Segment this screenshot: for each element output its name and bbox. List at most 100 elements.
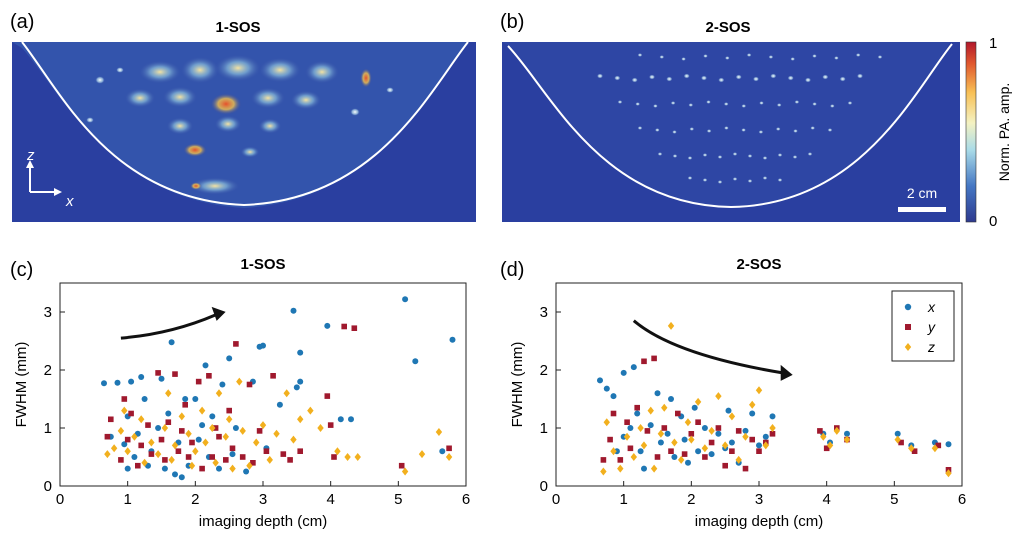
- point-target: [672, 130, 677, 134]
- point-target: [752, 76, 760, 82]
- x-tick-label: 2: [191, 491, 199, 508]
- data-point-x: [161, 465, 168, 472]
- data-point-x: [232, 425, 239, 431]
- point-target: [637, 53, 643, 57]
- point-target: [687, 176, 693, 180]
- point-targets: [596, 53, 883, 184]
- data-point-x: [708, 451, 715, 458]
- data-point-x: [637, 448, 644, 455]
- data-point-y: [695, 419, 701, 425]
- legend-label-x: x: [927, 299, 936, 315]
- point-target: [700, 75, 708, 81]
- data-point-x: [114, 379, 121, 386]
- x-tick-label: 1: [619, 491, 627, 508]
- data-point-x: [168, 339, 175, 346]
- data-point-x: [668, 396, 674, 402]
- data-point-y: [223, 457, 229, 463]
- x-axis-label: imaging depth (cm): [199, 513, 327, 530]
- x-tick-label: 6: [958, 491, 966, 508]
- y-tick-label: 1: [44, 420, 52, 437]
- data-point-z: [667, 321, 675, 330]
- trend-arrowhead: [211, 306, 226, 321]
- data-point-z: [121, 406, 128, 415]
- panel-b: (b) 2-SOS 2 cm: [500, 11, 960, 222]
- data-point-z: [721, 441, 729, 450]
- data-point-x: [260, 342, 266, 349]
- point-target: [723, 102, 729, 106]
- data-point-y: [108, 416, 114, 423]
- point-target: [732, 152, 738, 156]
- point-target: [741, 128, 746, 132]
- point-target: [703, 54, 708, 58]
- data-point-y: [128, 410, 134, 417]
- data-point-y: [644, 428, 651, 434]
- point-target: [790, 57, 796, 61]
- point-target: [724, 126, 729, 130]
- data-point-x: [664, 430, 671, 437]
- data-point-z: [600, 467, 607, 476]
- y-tick-label: 3: [540, 304, 548, 321]
- data-point-z: [445, 453, 453, 461]
- data-point-y: [172, 371, 178, 377]
- y-tick-label: 0: [540, 478, 548, 495]
- data-point-x: [439, 448, 446, 455]
- data-point-z: [141, 458, 148, 467]
- data-point-y: [898, 439, 904, 446]
- data-point-y: [661, 425, 668, 431]
- point-target: [770, 73, 777, 79]
- trend-arrowhead: [780, 364, 793, 381]
- data-point-z: [239, 426, 246, 435]
- data-point-y: [256, 428, 263, 434]
- data-point-x: [172, 471, 178, 478]
- data-point-z: [192, 447, 199, 456]
- data-point-z: [657, 429, 665, 438]
- colorbar: 1 0 Norm. PA. amp.: [965, 35, 1012, 230]
- data-point-z: [138, 415, 145, 424]
- data-point-z: [617, 464, 624, 473]
- chart-title: 2-SOS: [736, 256, 781, 273]
- y-axis-label: FWHM (mm): [13, 342, 30, 428]
- data-point-y: [823, 445, 830, 452]
- legend-marker-x: [904, 303, 912, 311]
- colorbar-label: Norm. PA. amp.: [996, 83, 1012, 182]
- data-point-x: [182, 396, 189, 402]
- data-point-y: [104, 433, 111, 440]
- point-target: [847, 101, 853, 105]
- data-point-z: [715, 392, 722, 401]
- data-point-x: [216, 465, 222, 472]
- data-point-y: [124, 436, 131, 443]
- x-tick-label: 3: [259, 491, 267, 508]
- data-point-x: [894, 430, 901, 437]
- data-point-x: [155, 425, 162, 431]
- data-point-x: [695, 448, 702, 455]
- data-point-z: [246, 461, 253, 470]
- data-point-x: [691, 404, 698, 411]
- colorbar-min-label: 0: [989, 213, 997, 230]
- data-point-z: [266, 455, 273, 464]
- data-point-x: [657, 439, 664, 446]
- x-tick-label: 0: [552, 491, 560, 508]
- data-point-y: [287, 457, 293, 463]
- data-point-z: [650, 464, 658, 473]
- data-point-x: [597, 377, 603, 384]
- x-tick-label: 0: [56, 491, 64, 508]
- data-point-y: [610, 410, 617, 417]
- point-target: [834, 56, 839, 60]
- x-tick-label: 2: [687, 491, 695, 508]
- data-point-y: [263, 448, 270, 454]
- data-point-z: [677, 455, 685, 464]
- data-point-x: [742, 427, 749, 434]
- point-target: [746, 53, 752, 57]
- data-point-x: [276, 401, 283, 408]
- data-point-y: [331, 454, 337, 460]
- data-point-x: [701, 425, 708, 431]
- data-point-x: [101, 380, 107, 387]
- scalebar: [898, 207, 946, 212]
- panel-b-letter: (b): [500, 11, 524, 33]
- point-target: [631, 77, 638, 83]
- data-point-z: [317, 424, 324, 432]
- point-target: [768, 55, 774, 59]
- y-tick-label: 2: [44, 362, 52, 379]
- data-point-y: [206, 373, 212, 379]
- data-point-y: [250, 460, 256, 466]
